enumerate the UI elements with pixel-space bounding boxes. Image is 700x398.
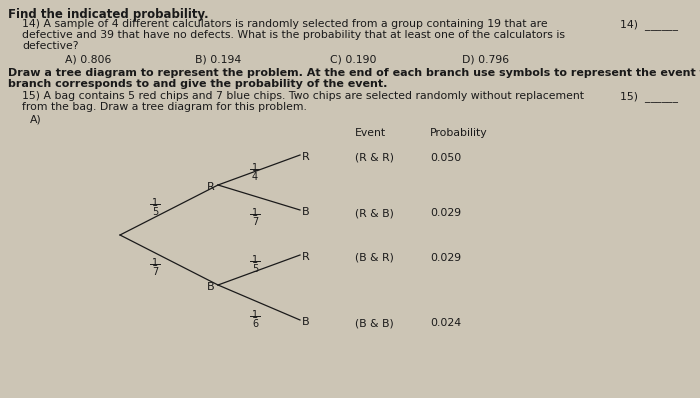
Text: B: B [302,207,309,217]
Text: defective?: defective? [22,41,78,51]
Text: 7: 7 [252,217,258,227]
Text: 1: 1 [252,310,258,320]
Text: (R & R): (R & R) [355,153,394,163]
Text: 15) A bag contains 5 red chips and 7 blue chips. Two chips are selected randomly: 15) A bag contains 5 red chips and 7 blu… [22,91,584,101]
Text: C) 0.190: C) 0.190 [330,54,377,64]
Text: 7: 7 [152,267,158,277]
Text: 1: 1 [152,258,158,268]
Text: 1: 1 [152,198,158,208]
Text: 0.024: 0.024 [430,318,461,328]
Text: Event: Event [355,128,386,138]
Text: 5: 5 [152,207,158,217]
Text: A): A) [30,114,42,124]
Text: 1: 1 [252,163,258,173]
Text: 0.029: 0.029 [430,253,461,263]
Text: Probability: Probability [430,128,488,138]
Text: from the bag. Draw a tree diagram for this problem.: from the bag. Draw a tree diagram for th… [22,102,307,112]
Text: (R & B): (R & B) [355,208,394,218]
Text: Draw a tree diagram to represent the problem. At the end of each branch use symb: Draw a tree diagram to represent the pro… [8,68,700,78]
Text: 6: 6 [252,319,258,329]
Text: 4: 4 [252,172,258,182]
Text: R: R [302,252,309,262]
Text: 5: 5 [252,264,258,274]
Text: R: R [207,182,215,192]
Text: 0.029: 0.029 [430,208,461,218]
Text: Find the indicated probability.: Find the indicated probability. [8,8,209,21]
Text: branch corresponds to and give the probability of the event.: branch corresponds to and give the proba… [8,79,387,89]
Text: 1: 1 [252,208,258,218]
Text: A) 0.806: A) 0.806 [65,54,111,64]
Text: (B & B): (B & B) [355,318,393,328]
Text: 14) A sample of 4 different calculators is randomly selected from a group contai: 14) A sample of 4 different calculators … [22,19,547,29]
Text: D) 0.796: D) 0.796 [462,54,509,64]
Text: B: B [207,282,215,292]
Text: B) 0.194: B) 0.194 [195,54,241,64]
Text: 14)  ______: 14) ______ [620,19,678,30]
Text: 15)  ______: 15) ______ [620,91,678,102]
Text: (B & R): (B & R) [355,253,394,263]
Text: R: R [302,152,309,162]
Text: defective and 39 that have no defects. What is the probability that at least one: defective and 39 that have no defects. W… [22,30,565,40]
Text: 0.050: 0.050 [430,153,461,163]
Text: 1: 1 [252,255,258,265]
Text: B: B [302,317,309,327]
